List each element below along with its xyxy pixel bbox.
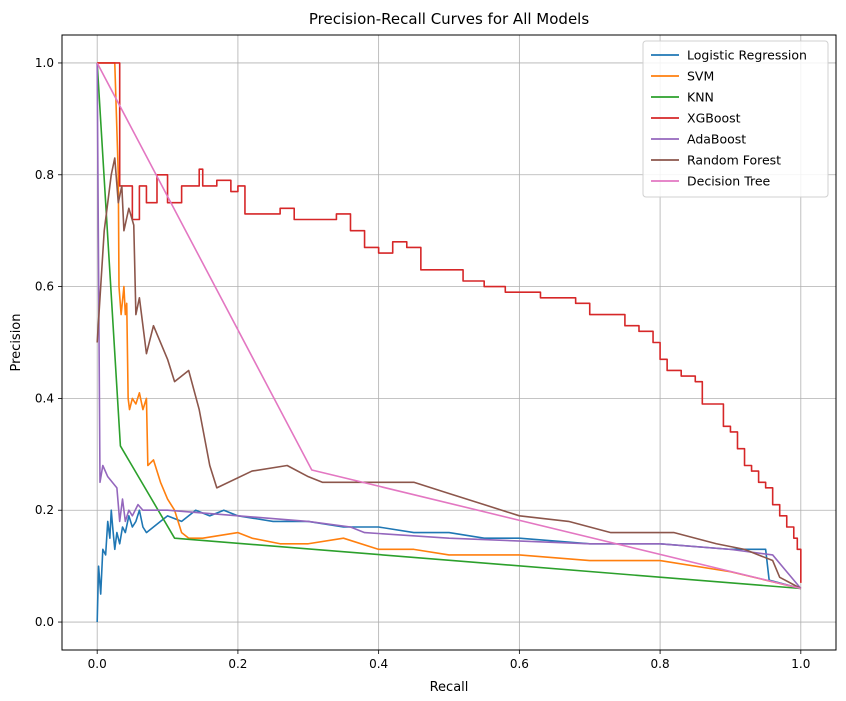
- y-axis-label: Precision: [9, 313, 24, 371]
- legend-label: Logistic Regression: [687, 48, 807, 63]
- x-tick-label: 0.4: [369, 657, 388, 671]
- series-line-xgboost: [97, 62, 802, 583]
- x-tick-label: 1.0: [791, 657, 810, 671]
- legend-label: KNN: [687, 90, 714, 105]
- y-tick-label: 0.4: [35, 391, 54, 405]
- x-axis-label: Recall: [430, 680, 469, 695]
- legend-label: AdaBoost: [687, 132, 746, 147]
- x-tick-label: 0.6: [510, 657, 529, 671]
- series-lines: [96, 62, 802, 623]
- legend-label: XGBoost: [687, 111, 741, 126]
- legend-box: [642, 40, 829, 198]
- x-axis-ticks: 0.0 0.2 0.4 0.6 0.8 1.0: [88, 650, 810, 671]
- chart-title: Precision-Recall Curves for All Models: [309, 10, 589, 28]
- y-tick-label: 0.2: [35, 503, 54, 517]
- series-line-decision-tree: [96, 62, 802, 590]
- series-line-adaboost: [96, 62, 802, 590]
- x-tick-label: 0.0: [88, 657, 107, 671]
- y-tick-label: 0.0: [35, 615, 54, 629]
- y-tick-label: 1.0: [35, 56, 54, 70]
- series-line-logistic-regression: [96, 509, 802, 623]
- x-tick-label: 0.2: [228, 657, 247, 671]
- legend-label: SVM: [687, 69, 714, 84]
- legend-label: Decision Tree: [687, 174, 771, 189]
- legend: Logistic Regression SVM KNN XGBoost AdaBoost…: [642, 40, 829, 198]
- series-line-knn: [96, 62, 801, 590]
- series-line-svm: [97, 62, 802, 590]
- y-tick-label: 0.8: [35, 168, 54, 182]
- series-line-random-forest: [96, 157, 802, 590]
- x-tick-label: 0.8: [651, 657, 670, 671]
- legend-label: Random Forest: [687, 153, 781, 168]
- y-axis-ticks: 0.0 0.2 0.4 0.6 0.8 1.0: [35, 56, 62, 629]
- y-tick-label: 0.6: [35, 280, 54, 294]
- plot-frame: [61, 34, 837, 651]
